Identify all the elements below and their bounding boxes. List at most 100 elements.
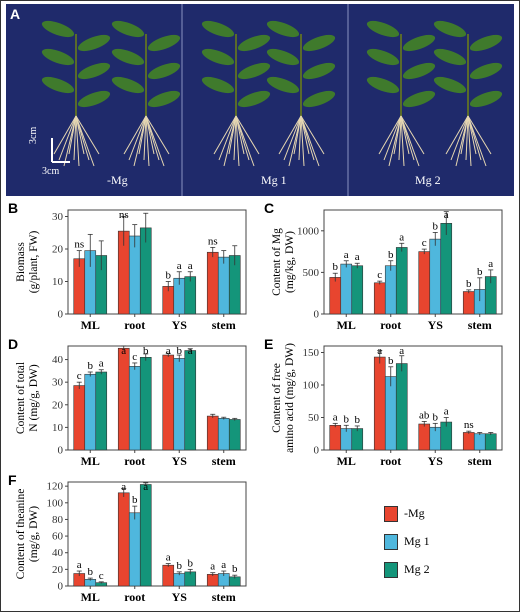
bar xyxy=(128,512,141,587)
bar xyxy=(473,433,486,451)
y-tick-label: 30 xyxy=(52,377,64,389)
bar xyxy=(217,256,230,315)
bar xyxy=(384,265,397,315)
significance-letter: a xyxy=(377,345,382,357)
root-strand xyxy=(300,115,325,155)
significance-letter: ab xyxy=(419,409,430,421)
root-strand xyxy=(300,115,320,167)
leaf xyxy=(469,62,503,80)
leaf xyxy=(77,34,111,52)
x-tick-label: YS xyxy=(172,454,188,468)
leaf xyxy=(41,48,75,66)
significance-letter: a xyxy=(355,251,360,263)
leaf xyxy=(266,76,300,94)
leaf xyxy=(201,76,235,94)
photo-label-mg2: Mg 2 xyxy=(415,173,441,187)
y-axis-label: amino acid (mg/g, DW) xyxy=(284,343,296,453)
y-tick-label: 150 xyxy=(303,347,320,359)
root-strand xyxy=(218,115,237,161)
bar xyxy=(128,366,141,451)
root-strand xyxy=(467,115,477,155)
significance-letter: c xyxy=(99,570,104,582)
x-tick-label: ML xyxy=(81,454,100,468)
significance-letter: a xyxy=(333,411,338,423)
legend-label-mg1: Mg 1 xyxy=(404,534,430,548)
bar xyxy=(206,251,219,315)
plot-area xyxy=(323,209,503,315)
y-axis-label: Biomass xyxy=(15,242,27,282)
y-axis-label: N (mg/g, DW) xyxy=(28,364,40,432)
root-strand xyxy=(467,115,472,167)
x-tick-label: stem xyxy=(468,454,492,468)
leaf xyxy=(469,34,503,52)
y-axis-label: Content of Mg xyxy=(271,228,283,296)
y-tick-label: 20 xyxy=(52,244,64,256)
x-tick-label: YS xyxy=(428,454,444,468)
y-tick-label: 50 xyxy=(308,412,320,424)
plant-6 xyxy=(433,20,503,167)
chart-free-amino-acid: 0 50 100 150 Content of free amino acid (mg/g… xyxy=(271,343,503,468)
significance-letter: c xyxy=(422,237,427,249)
legend-swatch-minus-mg xyxy=(384,506,398,522)
leaf xyxy=(402,90,436,108)
leaf xyxy=(41,76,75,94)
root-strand xyxy=(75,115,95,167)
root-strand xyxy=(235,115,255,167)
bar xyxy=(340,263,353,315)
bar xyxy=(217,418,230,451)
root-strand xyxy=(213,115,237,155)
significance-letter: b xyxy=(355,414,361,426)
significance-letter: ns xyxy=(74,239,84,251)
bar xyxy=(228,419,241,451)
panel-letter-e: E xyxy=(264,336,274,352)
bar xyxy=(73,385,86,451)
significance-letter: ns xyxy=(208,235,218,247)
significance-letter: a xyxy=(344,249,349,261)
root-strand xyxy=(460,115,469,155)
significance-letter: b xyxy=(88,360,94,372)
leaf xyxy=(266,20,300,38)
y-axis-label: Content of total xyxy=(15,362,27,434)
root-strand xyxy=(298,115,302,161)
bar xyxy=(206,574,219,587)
y-axis-label: (mg/kg, DW) xyxy=(284,231,296,293)
root-strand xyxy=(233,115,237,161)
significance-letter: b xyxy=(388,249,394,261)
plant-illustration xyxy=(6,4,514,196)
leaf xyxy=(302,62,336,80)
y-tick-label: 120 xyxy=(47,481,64,493)
leaf xyxy=(237,34,271,52)
legend-label-mg2: Mg 2 xyxy=(404,562,430,576)
leaf xyxy=(201,20,235,38)
leaf xyxy=(402,34,436,52)
y-axis-label: (mg/g, DW) xyxy=(28,506,40,562)
bar xyxy=(440,223,453,315)
significance-letter: ns xyxy=(119,209,129,221)
plant-1 xyxy=(41,20,111,167)
significance-letter: b xyxy=(132,494,138,506)
significance-letter: b xyxy=(166,270,172,282)
significance-letter: b xyxy=(188,557,194,569)
root-strand xyxy=(235,115,245,155)
y-tick-label: 10 xyxy=(52,276,64,288)
leaf xyxy=(237,62,271,80)
scale-horizontal-label: 3cm xyxy=(42,166,60,177)
significance-letter: b xyxy=(88,566,94,578)
leaf xyxy=(201,48,235,66)
bar xyxy=(373,282,386,315)
root-strand xyxy=(398,115,402,161)
root-strand xyxy=(58,115,77,161)
leaf xyxy=(366,76,400,94)
root-strand xyxy=(68,115,77,155)
root-strand xyxy=(143,115,147,161)
x-tick-label: root xyxy=(124,318,145,332)
bar xyxy=(117,492,130,587)
root-strand xyxy=(300,115,305,167)
leaf xyxy=(433,20,467,38)
bar xyxy=(173,573,186,587)
bar xyxy=(206,415,219,451)
bar xyxy=(162,564,175,587)
leaf xyxy=(402,62,436,80)
y-tick-label: 80 xyxy=(52,514,64,526)
